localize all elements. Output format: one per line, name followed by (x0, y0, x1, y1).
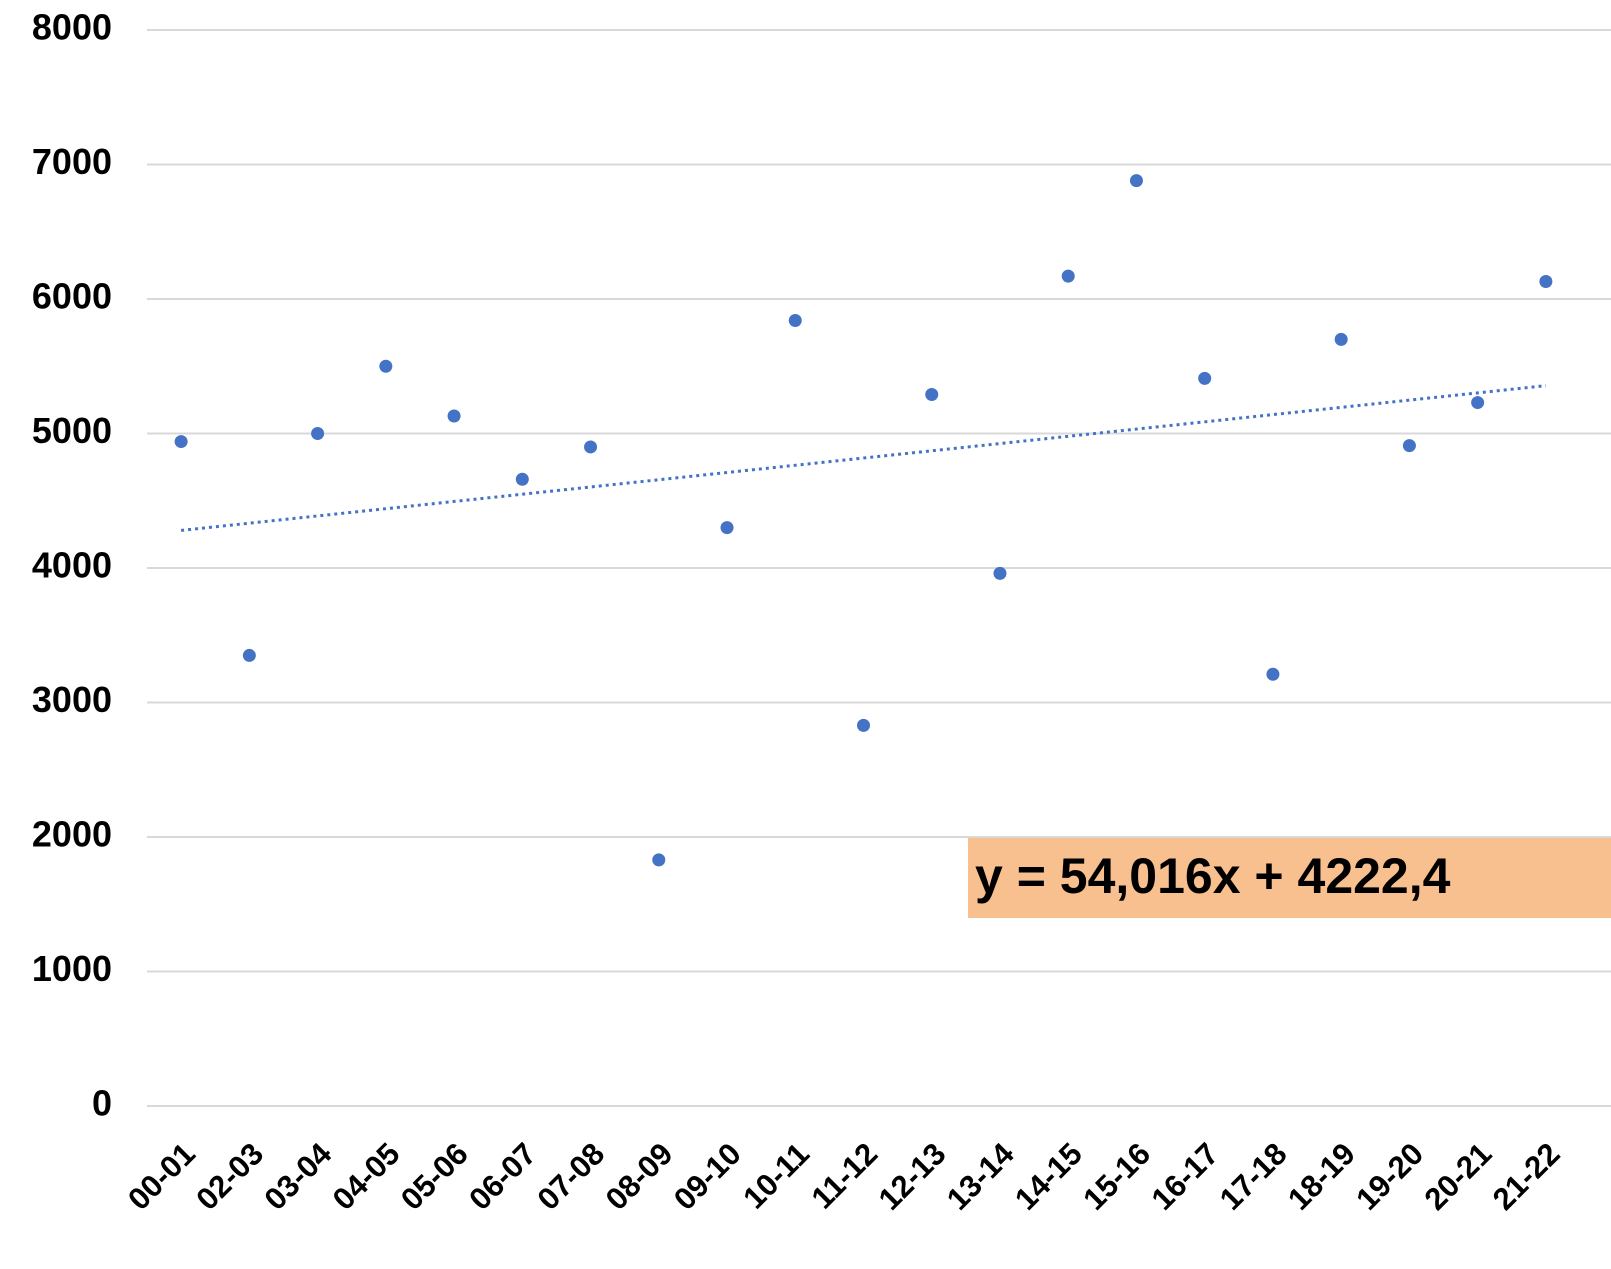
point (1334, 332, 1348, 346)
x-tick-label: 03-04 (258, 1135, 339, 1216)
y-tick-label: 2000 (32, 814, 112, 855)
x-tick-label: 08-09 (599, 1136, 680, 1217)
trendline (180, 384, 1547, 532)
x-tick-label: 17-18 (1213, 1136, 1294, 1217)
point (174, 435, 188, 449)
x-tick-label: 05-06 (394, 1136, 475, 1217)
point (1402, 439, 1416, 453)
y-tick-label: 1000 (32, 948, 112, 989)
point (1539, 275, 1553, 289)
x-tick-label: 00-01 (121, 1136, 202, 1217)
x-tick-label: 19-20 (1349, 1136, 1430, 1217)
y-tick-label: 3000 (32, 679, 112, 720)
point (584, 440, 598, 454)
point (788, 314, 802, 328)
x-tick-label: 06-07 (462, 1136, 543, 1217)
y-tick-label: 6000 (32, 276, 112, 317)
point (242, 648, 256, 662)
annotation: y = 54,016x + 4222,4 (975, 848, 1451, 904)
x-tick-label: 20-21 (1418, 1136, 1499, 1217)
point (720, 521, 734, 535)
y-tick-label: 8000 (32, 7, 112, 48)
point (1471, 396, 1485, 410)
point (311, 427, 325, 440)
x-tick-label: 04-05 (326, 1136, 407, 1217)
x-tick-label: 13-14 (940, 1135, 1021, 1216)
x-tick-label: 12-13 (872, 1136, 953, 1217)
point (925, 387, 939, 401)
x-tick-label: 07-08 (530, 1136, 611, 1217)
x-tick-label: 15-16 (1076, 1136, 1157, 1217)
point (993, 566, 1007, 580)
y-tick-label: 4000 (32, 545, 112, 586)
point (447, 409, 461, 423)
x-tick-label: 18-19 (1281, 1136, 1362, 1217)
point (652, 853, 666, 867)
point (1266, 667, 1280, 681)
point (379, 359, 393, 373)
x-tick-label: 02-03 (189, 1136, 270, 1217)
x-tick-label: 21-22 (1486, 1136, 1567, 1217)
x-tick-label: 14-15 (1008, 1136, 1089, 1217)
point (515, 472, 529, 486)
point (1198, 371, 1212, 385)
point (857, 718, 870, 732)
x-tick-label: 10-11 (736, 1136, 816, 1216)
y-tick-label: 5000 (32, 410, 112, 451)
x-tick-label: 16-17 (1145, 1136, 1226, 1217)
annotation-box (968, 838, 1611, 918)
y-tick-label: 0 (92, 1083, 112, 1124)
y-tick-label: 7000 (32, 141, 112, 182)
point (1129, 174, 1143, 188)
x-tick-label: 11-12 (805, 1136, 885, 1216)
point (1061, 269, 1075, 283)
x-tick-label: 09-10 (667, 1136, 748, 1217)
